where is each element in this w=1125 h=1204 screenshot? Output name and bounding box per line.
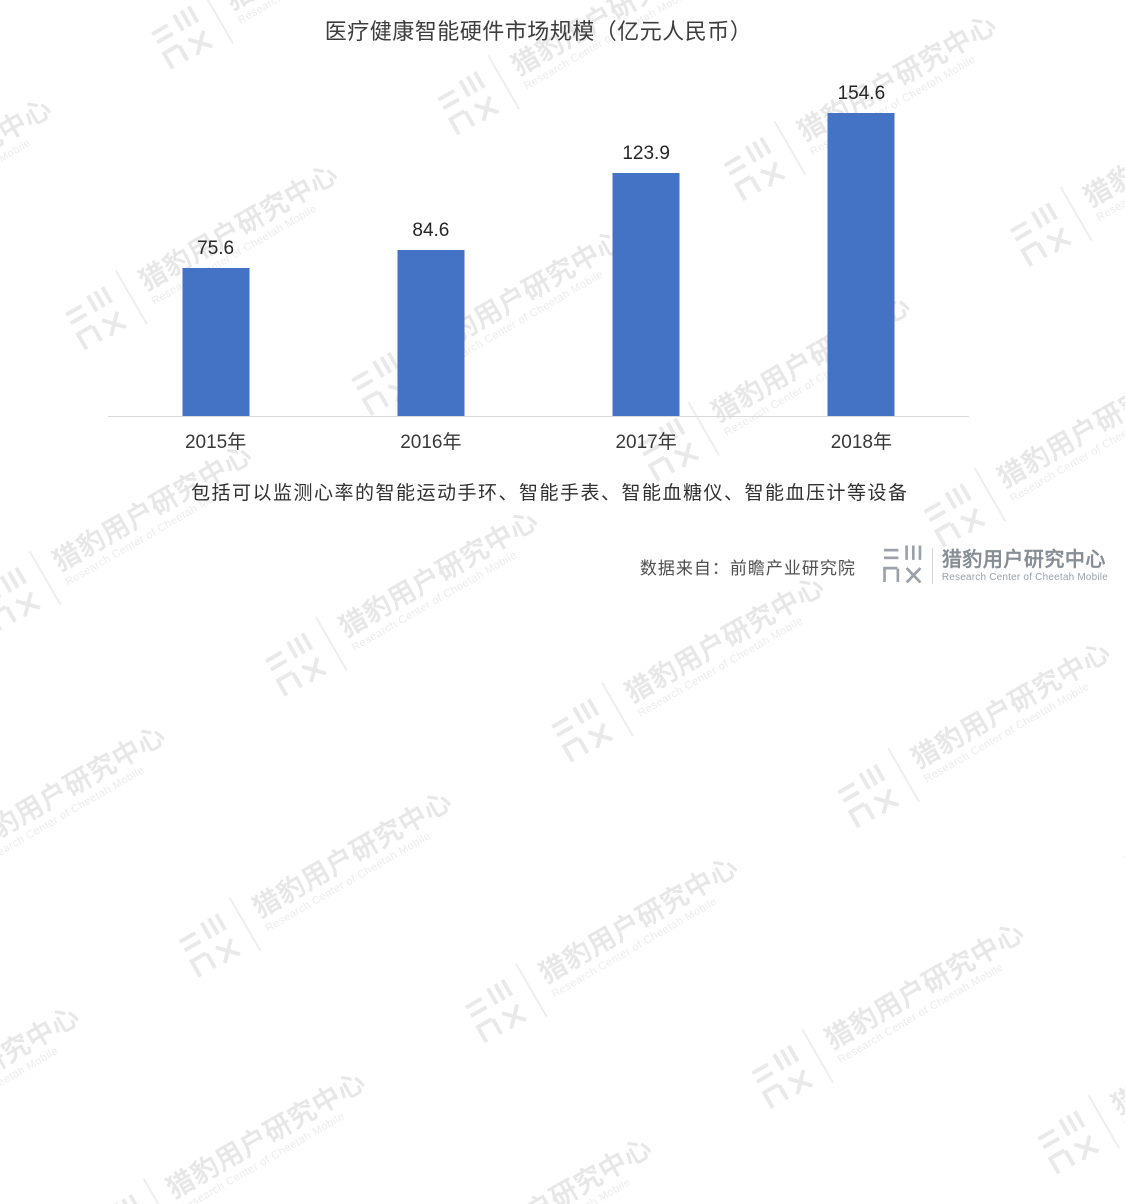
bar-group-2018年: 154.6 2018年 <box>754 0 969 453</box>
watermark-divider <box>228 897 262 952</box>
watermark-text-en: Research Center of Cheetah Mobile <box>1121 1027 1125 1132</box>
value-label: 154.6 <box>837 83 886 104</box>
value-label: 84.6 <box>412 220 450 241</box>
watermark-text-cn: 猎豹用户研究中心 <box>533 851 743 990</box>
watermark-text-cn: 猎豹用户研究中心 <box>161 1066 371 1204</box>
cheetah-logo-glyph-icon <box>750 1044 813 1109</box>
x-axis-label: 2015年 <box>184 432 247 453</box>
value-label: 123.9 <box>622 143 670 164</box>
watermark-text-cn: 猎豹用户研究中心 <box>447 1131 657 1204</box>
bar <box>397 250 465 416</box>
cheetah-logo-glyph-icon <box>883 545 922 583</box>
watermark-divider <box>314 616 348 672</box>
watermark-divider <box>1086 1094 1120 1149</box>
cheetah-logo-glyph-icon <box>264 632 327 697</box>
watermark-text-cn: 猎豹用户研究中心 <box>0 1000 85 1139</box>
watermark-text-cn: 猎豹用户研究中心 <box>247 785 457 924</box>
watermark-text-cn: 猎豹用户研究中心 <box>906 636 1116 775</box>
logo-subtitle-en: Research Center of Cheetah Mobile <box>941 571 1108 583</box>
watermark-text-en: Research Center of Cheetah Mobile <box>835 961 1005 1066</box>
cheetah-logo-glyph-icon <box>1036 1110 1099 1175</box>
bar-group-2016年: 84.6 2016年 <box>323 0 538 453</box>
watermark-text-en: Research Center of Cheetah Mobile <box>549 895 719 1001</box>
watermark-text-en: Research Center of Cheetah Mobile <box>463 1159 663 1204</box>
plot-area: 75.6 2015年 84.6 2016年 123.9 2017年 154.6 2018年 <box>108 0 969 453</box>
x-axis-label: 2017年 <box>615 432 677 453</box>
cheetah-logo-glyph-icon <box>178 913 241 978</box>
watermark-divider <box>800 1028 834 1084</box>
bar <box>612 173 680 416</box>
cheetah-mobile-logo: 猎豹用户研究中心 Research Center of Cheetah Mobi… <box>882 545 1108 588</box>
footer: 数据来自：前瞻产业研究院 猎豹用户研究中心 Research Center of… <box>640 544 1108 588</box>
chart-canvas: 医疗健康智能硬件市场规模（亿元人民币） 75.6 2015年 84.6 2016年 12… <box>108 0 1108 588</box>
chart-title: 医疗健康智能硬件市场规模（亿元人民币） <box>324 19 753 44</box>
cheetah-logo-glyph-icon <box>1123 847 1125 861</box>
cheetah-logo-icon <box>882 545 923 588</box>
bar <box>182 268 250 416</box>
watermark-text-en: Research Center of Cheetah Mobile <box>0 764 147 869</box>
footnote: 包括可以监测心率的智能运动手环、智能手表、智能血糖仪、智能血压计等设备 <box>191 483 909 504</box>
watermark-text-en: Research Center of Cheetah Mobile <box>635 614 805 720</box>
cheetah-logo-glyph-icon <box>836 763 899 829</box>
watermark-text-en: Research Center of Cheetah Mobile <box>262 829 433 935</box>
watermark-text-en: Research Center of Cheetah Mobile <box>0 1044 60 1150</box>
cheetah-logo-glyph-icon <box>550 698 613 763</box>
watermark-divider <box>142 1177 175 1204</box>
watermark-text-en: Research Center of Cheetah Mobile <box>176 1110 347 1204</box>
watermark-text-cn: 猎豹用户研究中心 <box>819 916 1029 1055</box>
value-label: 75.6 <box>197 238 235 259</box>
bar-group-2015年: 75.6 2015年 <box>108 0 323 453</box>
watermark-text-cn: 猎豹用户研究中心 <box>0 719 171 858</box>
data-source-label: 数据来自：前瞻产业研究院 <box>639 558 856 578</box>
watermark-divider <box>600 682 634 737</box>
watermark-divider <box>886 747 920 803</box>
logo-divider <box>931 548 933 584</box>
watermark-text-cn: 猎豹用户研究中心 <box>734 1198 943 1204</box>
watermark-text-en: Research Center of Cheetah Mobile <box>921 680 1091 786</box>
watermark-divider <box>514 962 548 1018</box>
bar-group-2017年: 123.9 2017年 <box>539 0 754 453</box>
cheetah-logo-glyph-icon <box>113 1193 141 1204</box>
watermark-text-cn: 猎豹用户研究中心 <box>1106 982 1125 1121</box>
logo-title-cn: 猎豹用户研究中心 <box>941 548 1106 571</box>
cheetah-logo-glyph-icon <box>464 978 527 1044</box>
x-axis-label: 2018年 <box>830 432 893 453</box>
bar <box>827 113 895 416</box>
x-axis-label: 2016年 <box>400 432 462 453</box>
